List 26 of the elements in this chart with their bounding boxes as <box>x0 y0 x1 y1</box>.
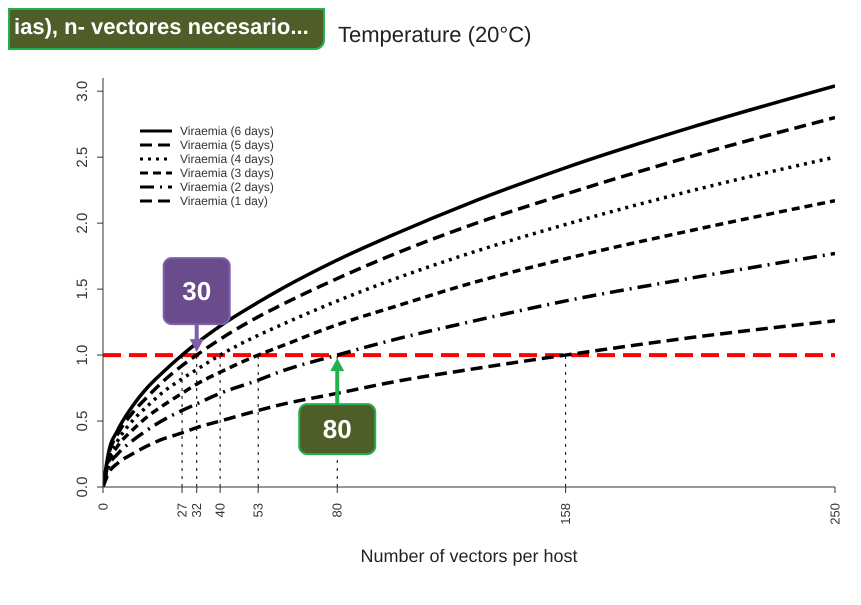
legend-label: Viraemia (3 days) <box>180 166 274 180</box>
y-tick-label: 0.0 <box>74 476 91 498</box>
annotation: 80 <box>322 414 352 444</box>
annotation: 30 <box>182 276 212 306</box>
legend-label: Viraemia (1 day) <box>180 194 268 208</box>
x-tick-label: 80 <box>330 503 345 518</box>
x-tick-label: 158 <box>558 503 574 525</box>
x-tick-label: 27 <box>174 503 190 518</box>
legend-label: Viraemia (4 days) <box>180 152 274 166</box>
y-tick-label: 1.0 <box>74 344 91 366</box>
x-tick-label: 250 <box>828 503 842 525</box>
chart-title: Temperature (20°C) <box>338 22 532 48</box>
x-tick-label: 32 <box>189 503 204 518</box>
x-axis-title: Number of vectors per host <box>360 546 578 566</box>
y-tick-label: 3.0 <box>74 80 91 102</box>
legend-label: Viraemia (2 days) <box>180 180 274 194</box>
text: ias), n- vectores necesario... <box>8 8 325 50</box>
legend-label: Viraemia (6 days) <box>180 124 274 138</box>
legend-label: Viraemia (5 days) <box>180 138 274 152</box>
x-tick-label: 40 <box>212 503 228 518</box>
y-tick-label: 1.5 <box>74 278 91 300</box>
y-tick-label: 2.5 <box>74 146 91 168</box>
y-tick-label: 2.0 <box>74 212 91 234</box>
y-tick-label: 0.5 <box>74 410 91 432</box>
x-tick-label: 53 <box>250 503 266 518</box>
x-tick-label: 0 <box>96 503 110 510</box>
